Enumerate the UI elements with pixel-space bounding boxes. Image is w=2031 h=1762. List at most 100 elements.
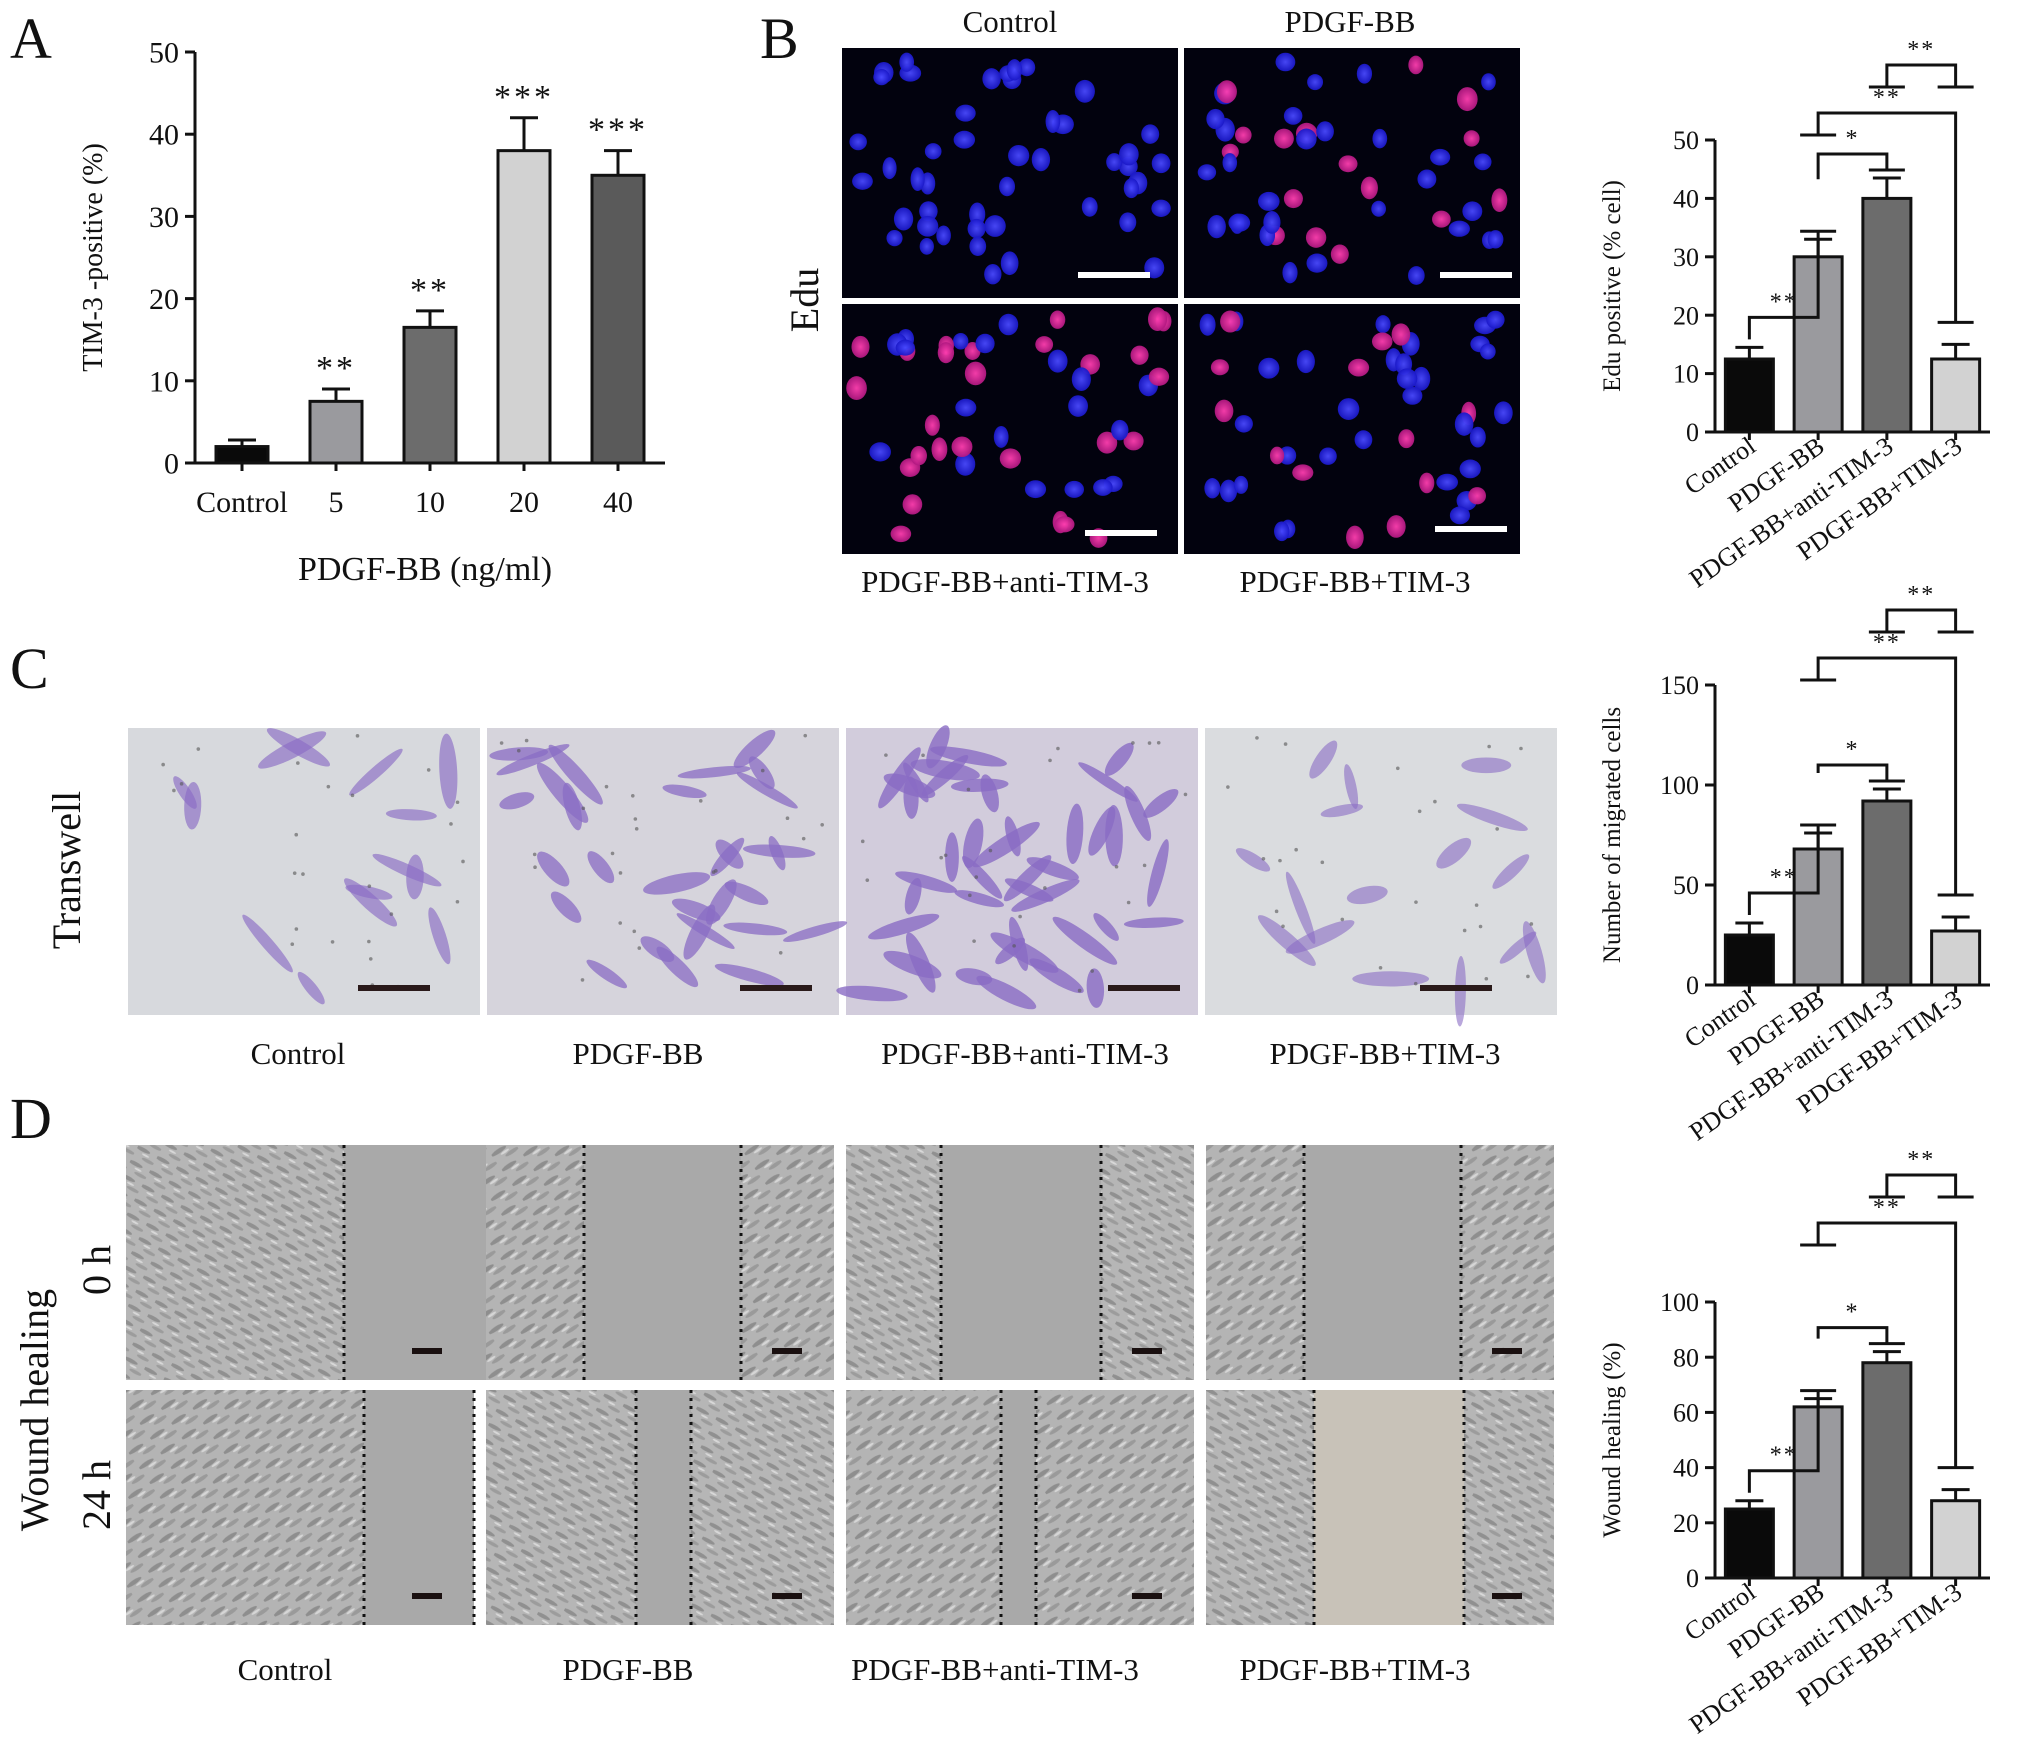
nucleus bbox=[895, 339, 916, 356]
nucleus bbox=[1316, 121, 1334, 142]
migrated-cell bbox=[1104, 742, 1134, 776]
transwell-row-label: Transwell bbox=[44, 791, 89, 950]
nucleus bbox=[1462, 201, 1483, 222]
bar bbox=[590, 173, 646, 465]
nucleus bbox=[1269, 446, 1285, 465]
nucleus bbox=[919, 238, 934, 255]
nucleus bbox=[1210, 359, 1229, 376]
scale-bar bbox=[772, 1348, 802, 1354]
nucleus bbox=[1049, 310, 1066, 329]
y-tick-label: 20 bbox=[149, 283, 179, 316]
migrated-cell bbox=[878, 747, 921, 809]
y-tick-label: 10 bbox=[149, 365, 179, 398]
nucleus bbox=[1071, 367, 1091, 392]
nucleus bbox=[1296, 349, 1315, 374]
y-tick-label: 0 bbox=[1686, 1564, 1699, 1593]
y-tick-label: 40 bbox=[149, 119, 179, 152]
nucleus bbox=[1275, 52, 1296, 72]
comparison-bracket bbox=[1816, 763, 1889, 781]
membrane-pore bbox=[860, 839, 865, 844]
significance-label: ** bbox=[1770, 865, 1798, 891]
nucleus bbox=[882, 157, 897, 180]
nucleus bbox=[1419, 472, 1435, 494]
comparison-bracket bbox=[1816, 111, 1958, 323]
nucleus bbox=[955, 398, 977, 417]
migrated-cell bbox=[736, 772, 798, 809]
nucleus bbox=[1283, 189, 1303, 209]
nucleus bbox=[1119, 212, 1137, 233]
membrane-pore bbox=[1147, 741, 1152, 745]
membrane-pore bbox=[1114, 864, 1119, 869]
migrated-cell bbox=[428, 907, 451, 965]
membrane-pore bbox=[294, 832, 299, 837]
migrated-cell bbox=[868, 913, 940, 940]
nucleus bbox=[886, 229, 903, 247]
nucleus bbox=[849, 133, 867, 151]
significance-label: * bbox=[1846, 126, 1860, 152]
membrane-pore bbox=[455, 899, 460, 904]
edu-nuclei bbox=[846, 52, 1513, 550]
wound-image-grid: Wound healing 0 h 24 h Control PDGF-BB P… bbox=[12, 1145, 1554, 1687]
membrane-pore bbox=[292, 871, 297, 875]
nucleus bbox=[1197, 164, 1217, 181]
nucleus bbox=[1371, 200, 1386, 217]
membrane-pore bbox=[426, 768, 431, 772]
membrane-pore bbox=[801, 836, 806, 841]
migrated-cell bbox=[662, 784, 707, 799]
membrane-pore bbox=[1183, 792, 1188, 797]
x-tick-label: 40 bbox=[603, 486, 633, 519]
wound-gap bbox=[1314, 1390, 1464, 1625]
membrane-pore bbox=[1462, 928, 1467, 933]
scale-bar bbox=[412, 1348, 442, 1354]
migrated-cell bbox=[1492, 854, 1530, 889]
nucleus bbox=[1214, 399, 1234, 423]
membrane-pore bbox=[1274, 909, 1279, 914]
migrated-cell bbox=[836, 985, 908, 1002]
nucleus bbox=[1337, 398, 1360, 420]
migrated-cell bbox=[1522, 921, 1546, 984]
scale-bar bbox=[1440, 272, 1512, 278]
nucleus bbox=[1319, 447, 1337, 465]
membrane-pore bbox=[326, 784, 331, 789]
membrane-pore bbox=[803, 733, 808, 738]
nucleus bbox=[1035, 336, 1054, 353]
nucleus bbox=[1292, 464, 1314, 481]
nucleus bbox=[1045, 109, 1061, 134]
nucleus bbox=[902, 494, 923, 515]
nucleus bbox=[1074, 79, 1095, 103]
membrane-pore bbox=[966, 787, 971, 792]
nucleus bbox=[1283, 107, 1303, 125]
membrane-pore bbox=[1478, 924, 1483, 929]
membrane-pore bbox=[461, 859, 465, 864]
migrated-cell bbox=[990, 932, 1059, 973]
migrated-cell bbox=[266, 728, 331, 767]
nucleus bbox=[1119, 143, 1139, 166]
chart-a-xlabel: PDGF-BB (ng/ml) bbox=[298, 551, 552, 588]
nucleus bbox=[1398, 429, 1415, 449]
y-axis-title: Edu positive (% cell) bbox=[1599, 180, 1626, 392]
nucleus bbox=[899, 52, 915, 72]
wound-caption-pdgf: PDGF-BB bbox=[563, 1652, 694, 1687]
nucleus bbox=[969, 236, 987, 256]
nucleus bbox=[993, 425, 1009, 448]
nucleus bbox=[869, 442, 891, 462]
significance-label: *** bbox=[494, 79, 554, 116]
wound-gap bbox=[1304, 1145, 1461, 1380]
membrane-pore bbox=[865, 878, 870, 882]
migrated-cell bbox=[406, 854, 424, 900]
transwell-caption-control: Control bbox=[251, 1036, 346, 1071]
y-tick-label: 40 bbox=[1673, 1454, 1699, 1483]
significance-label: ** bbox=[1873, 630, 1901, 656]
migrated-cell bbox=[439, 733, 458, 809]
y-tick-label: 20 bbox=[1673, 1509, 1699, 1538]
scale-bar bbox=[1420, 985, 1492, 991]
migrated-cell bbox=[1052, 916, 1118, 965]
scale-bar bbox=[1085, 530, 1157, 536]
nucleus bbox=[1219, 479, 1238, 503]
scale-bar bbox=[1078, 272, 1150, 278]
nucleus bbox=[1408, 266, 1425, 285]
migrated-cell bbox=[1352, 971, 1430, 987]
nucleus bbox=[1417, 169, 1437, 189]
y-tick-label: 40 bbox=[1673, 185, 1699, 214]
